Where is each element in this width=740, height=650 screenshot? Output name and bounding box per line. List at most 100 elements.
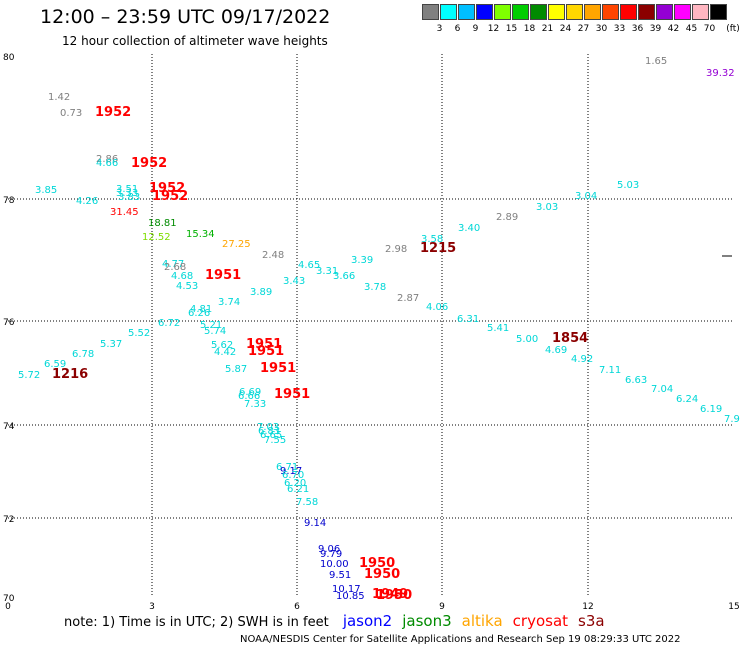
legend-label: 6 <box>454 24 461 34</box>
wave-height-label: 6.71 <box>276 462 298 473</box>
wave-height-label: 3.04 <box>575 191 597 202</box>
wave-height-label: 3.31 <box>316 266 338 277</box>
legend-unit: (ft) <box>726 24 740 34</box>
wave-height-label: 3.33 <box>116 188 138 199</box>
legend-label: 45 <box>685 24 698 34</box>
observation-time-label: 1951 <box>248 344 284 359</box>
legend-swatch <box>692 4 709 20</box>
observation-time-label: 1854 <box>552 331 588 346</box>
legend-label: 27 <box>577 24 590 34</box>
wave-height-label: 3.51 <box>116 184 138 195</box>
y-tick-label: 74 <box>3 422 15 432</box>
satellite-name: s3a <box>578 612 605 630</box>
legend-swatch <box>548 4 565 20</box>
wave-height-label: 4.69 <box>545 345 567 356</box>
legend-swatch <box>584 4 601 20</box>
wave-height-label: 0.73 <box>60 108 82 119</box>
wave-height-label: 3.39 <box>351 255 373 266</box>
wave-height-label: 6.20 <box>284 478 306 489</box>
note-text: note: 1) Time is in UTC; 2) SWH is in fe… <box>64 615 329 630</box>
wave-height-label: 2.86 <box>96 154 118 165</box>
wave-height-label: 6.72 <box>158 318 180 329</box>
wave-height-label: 9.14 <box>304 518 326 529</box>
x-tick-label: 0 <box>5 602 11 612</box>
wave-height-label: 9.17 <box>280 466 302 477</box>
satellite-name: jason3 <box>402 612 452 630</box>
observation-time-label: 1950 <box>376 588 412 603</box>
wave-height-label: 5.37 <box>100 339 122 350</box>
legend-label: 18 <box>523 24 536 34</box>
wave-height-label: 6.69 <box>239 387 261 398</box>
wave-height-label: 6.66 <box>238 391 260 402</box>
x-tick-label: 12 <box>582 602 593 612</box>
wave-height-label: 5.03 <box>617 180 639 191</box>
legend-label: 30 <box>595 24 608 34</box>
legend-swatch <box>476 4 493 20</box>
satellite-name: cryosat <box>512 612 569 630</box>
legend-swatch <box>422 4 439 20</box>
y-tick-label: 80 <box>3 53 15 63</box>
observation-time-label: 1215 <box>420 241 456 256</box>
wave-height-label: 27.25 <box>222 239 251 250</box>
wave-height-label: 2.98 <box>385 244 407 255</box>
x-tick-label: 6 <box>294 602 300 612</box>
observation-time-label: 1949 <box>372 587 408 602</box>
legend-label: 42 <box>667 24 680 34</box>
legend-swatch <box>710 4 727 20</box>
wave-height-label: 7.55 <box>264 435 286 446</box>
legend-label: 15 <box>505 24 518 34</box>
wave-height-label: 6.31 <box>457 314 479 325</box>
wave-height-label: 15.34 <box>186 229 215 240</box>
wave-height-label: 5.87 <box>225 364 247 375</box>
observation-time-label: 1952 <box>149 181 185 196</box>
credit-line: NOAA/NESDIS Center for Satellite Applica… <box>240 634 681 645</box>
legend-swatch <box>566 4 583 20</box>
note-bar: note: 1) Time is in UTC; 2) SWH is in fe… <box>64 612 605 630</box>
wave-height-label: 7.33 <box>244 399 266 410</box>
wave-height-label: 4.53 <box>176 281 198 292</box>
wave-height-label: 6.59 <box>44 359 66 370</box>
wave-height-label: 6.26 <box>188 308 210 319</box>
wave-height-label: 3.43 <box>283 276 305 287</box>
wave-height-label: 5.72 <box>18 370 40 381</box>
legend-swatch <box>674 4 691 20</box>
wave-height-label: 3.74 <box>218 297 240 308</box>
wave-height-label: 3.83 <box>118 192 140 203</box>
wave-height-label: 4.26 <box>76 196 98 207</box>
page-title: 12:00 – 23:59 UTC 09/17/2022 <box>40 6 331 28</box>
observation-time-label: 1951 <box>274 387 310 402</box>
wave-height-label: 10.00 <box>320 559 349 570</box>
legend-swatch <box>638 4 655 20</box>
wave-height-label: 7.58 <box>296 497 318 508</box>
wave-height-label: 6.24 <box>676 394 698 405</box>
wave-height-label: 12.52 <box>142 232 171 243</box>
wave-height-label: 5.21 <box>200 320 222 331</box>
wave-height-label: 6.65 <box>260 430 282 441</box>
wave-height-label: 5.62 <box>211 340 233 351</box>
y-tick-label: 78 <box>3 196 15 206</box>
wave-height-label: 4.81 <box>190 304 212 315</box>
observation-time-label: 1951 <box>205 268 241 283</box>
legend-label: 33 <box>613 24 626 34</box>
wave-height-label: 4.77 <box>162 259 184 270</box>
wave-height-label: 9.79 <box>320 549 342 560</box>
wave-height-label: 6.21 <box>287 484 309 495</box>
wave-height-label: 2.87 <box>397 293 419 304</box>
wave-height-label: 4.92 <box>571 354 593 365</box>
observation-time-label: 1952 <box>131 156 167 171</box>
wave-height-label: 2.48 <box>262 250 284 261</box>
x-tick-label: 3 <box>149 602 155 612</box>
observation-time-label: 1216 <box>52 367 88 382</box>
wave-height-label: 7.11 <box>599 365 621 376</box>
x-tick-label: 15 <box>728 602 739 612</box>
observation-time-label: 1950 <box>364 567 400 582</box>
legend-swatch <box>656 4 673 20</box>
wave-height-label: 3.66 <box>333 271 355 282</box>
page-subtitle: 12 hour collection of altimeter wave hei… <box>62 34 328 48</box>
satellite-name: altika <box>461 612 503 630</box>
y-tick-label: 76 <box>3 318 15 328</box>
legend-label: 9 <box>472 24 479 34</box>
wave-height-label: 5.00 <box>516 334 538 345</box>
wave-height-label: 7.04 <box>651 384 673 395</box>
